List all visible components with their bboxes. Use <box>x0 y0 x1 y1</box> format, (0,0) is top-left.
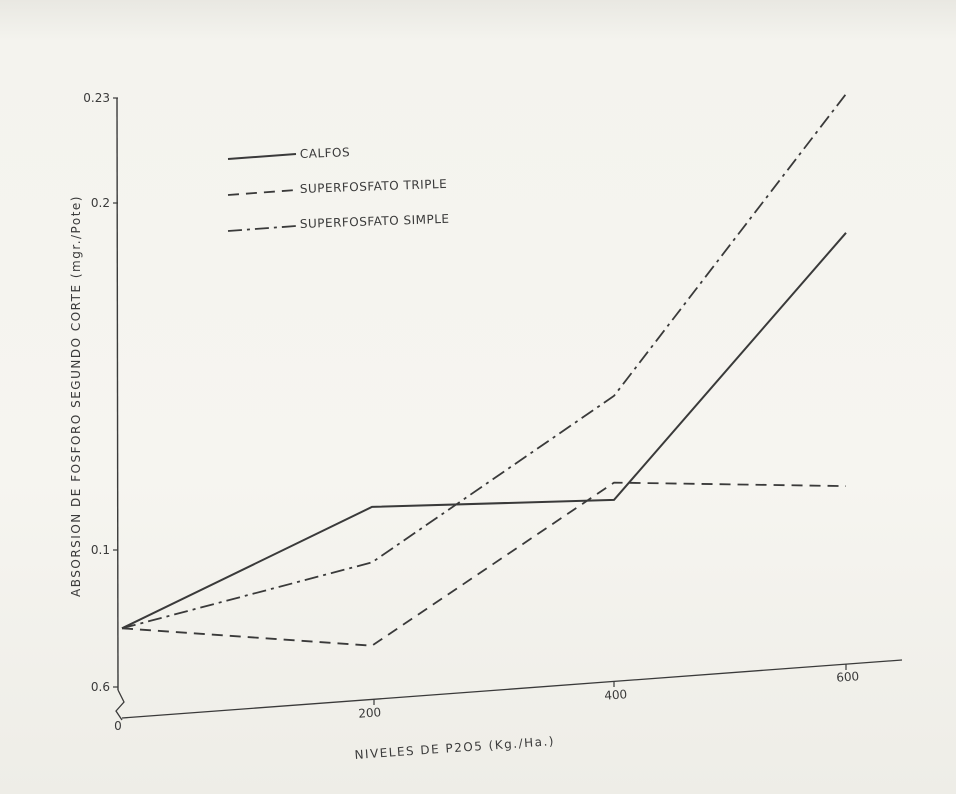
legend-label-superfosfato-triple: SUPERFOSFATO TRIPLE <box>300 177 448 196</box>
y-axis-break <box>115 689 125 721</box>
legend-swatch-superfosfato-simple <box>227 225 297 232</box>
y-tick-label-0.1: 0.1 <box>91 543 110 557</box>
legend-label-superfosfato-simple: SUPERFOSFATO SIMPLE <box>300 212 450 231</box>
legend: CALFOS SUPERFOSFATO TRIPLE SUPERFOSFATO … <box>227 145 450 232</box>
y-axis-title: ABSORSION DE FOSFORO SEGUNDO CORTE (mgr.… <box>69 195 83 597</box>
x-axis-line <box>121 659 903 719</box>
x-tick-label-0: 0 <box>114 719 122 733</box>
x-tick-label-200: 200 <box>358 705 382 721</box>
series-line-calfos <box>121 232 847 630</box>
series-line-superfosfato-triple <box>121 481 847 647</box>
y-tick-label-0.23: 0.23 <box>83 91 110 105</box>
legend-label-calfos: CALFOS <box>300 145 351 161</box>
y-axis-line <box>116 97 119 691</box>
legend-swatch-calfos <box>227 153 297 160</box>
series-line-superfosfato-simple <box>121 93 847 630</box>
legend-swatch-superfosfato-triple <box>227 189 297 196</box>
y-tick-label-0.6: 0.6 <box>91 680 110 694</box>
x-tick-label-400: 400 <box>604 687 628 703</box>
x-tick-label-600: 600 <box>836 669 860 685</box>
y-tick-label-0.2: 0.2 <box>91 196 110 210</box>
x-axis-title: NIVELES DE P2O5 (Kg./Ha.) <box>354 734 555 762</box>
